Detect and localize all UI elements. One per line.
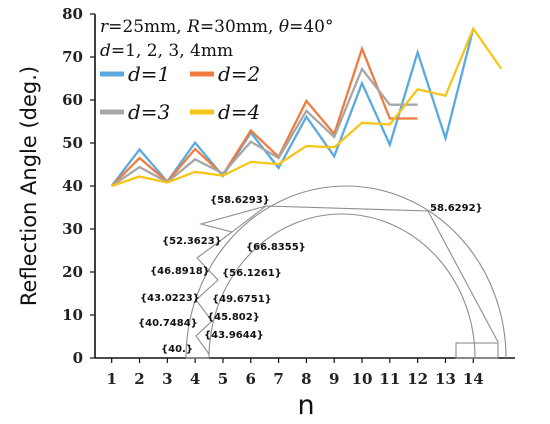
inset-label-12: {40.}	[161, 344, 193, 355]
legend-label-1: d=1	[128, 62, 170, 86]
y-tick-label: 30	[62, 220, 83, 238]
y-tick-label: 40	[62, 177, 83, 195]
outer-arc	[185, 185, 507, 359]
annotation-line-2: d=1, 2, 3, 4mm	[100, 41, 233, 61]
x-tick-label: 6	[246, 370, 256, 388]
y-tick-label: 60	[62, 91, 83, 109]
x-tick-label: 4	[190, 370, 200, 388]
x-tick-label: 2	[134, 370, 144, 388]
x-tick-label: 10	[352, 370, 373, 388]
inset-label-5: {46.8918}	[150, 266, 210, 277]
reflected-ray-path	[195, 205, 499, 355]
x-tick-label: 3	[162, 370, 172, 388]
x-axis-label: n	[297, 390, 314, 421]
ray-trace-inset-diagram	[185, 185, 507, 359]
inset-label-11: {43.9644}	[204, 330, 264, 341]
x-tick-label: 11	[379, 370, 400, 388]
y-tick-label: 0	[73, 349, 83, 367]
inset-label-3: {52.3623}	[162, 236, 222, 247]
x-tick-label: 8	[301, 370, 311, 388]
inset-label-6: {56.1261}	[222, 268, 282, 279]
x-tick-label: 14	[463, 370, 484, 388]
y-tick-label: 20	[62, 263, 83, 281]
series-line-2	[110, 45, 418, 187]
inset-label-7: {43.0223}	[140, 293, 200, 304]
inset-label-10: {45.802}	[207, 312, 260, 323]
y-tick-label: 80	[62, 5, 83, 23]
y-tick-label: 70	[62, 48, 83, 66]
legend-label-2: d=2	[218, 62, 260, 86]
x-tick-label: 5	[218, 370, 228, 388]
inset-label-1: {58.6293}	[210, 195, 270, 206]
legend-label-3: d=3	[128, 100, 170, 124]
inset-label-8: {49.6751}	[212, 294, 272, 305]
x-tick-label: 9	[329, 370, 339, 388]
y-tick-group: 0 10 20 30 40 50 60 70 80	[62, 5, 95, 367]
x-tick-label: 13	[435, 370, 456, 388]
series-line-4	[111, 26, 503, 188]
y-axis-label: Reflection Angle (deg.)	[17, 66, 41, 306]
x-tick-label: 7	[273, 370, 283, 388]
annotation-line-1: r=25mm, R=30mm, θ=40°	[100, 17, 333, 37]
y-tick-label: 50	[62, 134, 83, 152]
inset-label-2: 58.6292}	[430, 203, 483, 214]
inner-arc	[208, 213, 476, 359]
inset-label-9: {40.7484}	[138, 318, 198, 329]
x-tick-group: 1 2 3 4 5 6 7 8 9 10 11 12 13 14	[106, 358, 484, 388]
legend-label-4: d=4	[218, 100, 260, 124]
y-tick-label: 10	[62, 306, 83, 324]
right-stub	[455, 342, 499, 359]
ray-chord	[231, 205, 267, 233]
x-tick-label: 12	[407, 370, 428, 388]
inset-label-4: {66.8355}	[246, 242, 306, 253]
inset-labels: {58.6293} 58.6292} {52.3623} {66.8355} {…	[138, 195, 483, 355]
series-line-3	[111, 66, 418, 187]
legend: d=1 d=2 d=3 d=4	[100, 62, 260, 124]
series-group	[110, 26, 503, 188]
x-tick-label: 1	[106, 370, 116, 388]
